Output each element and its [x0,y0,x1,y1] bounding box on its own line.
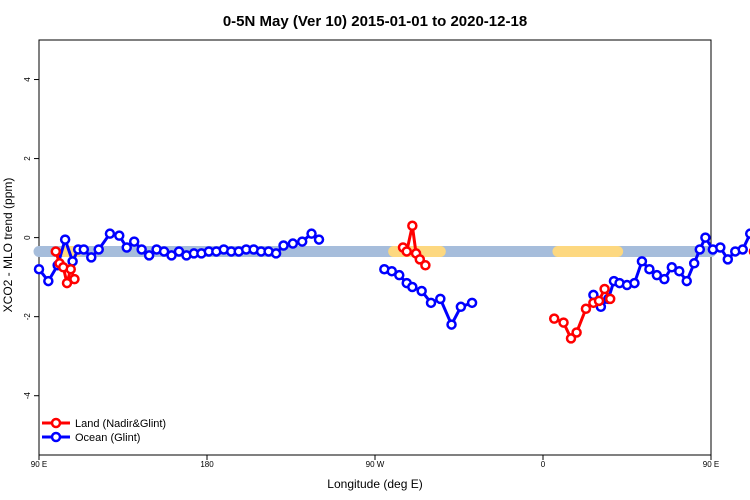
series-1-point-0-80 [659,273,670,285]
series-1-point-0-86 [700,232,711,243]
legend-land-label: Land (Nadir&Glint) [75,418,166,430]
series-1-point-0-36 [313,234,325,245]
series-1-point-0-55 [466,297,478,309]
series-1-point-0-32 [278,240,289,251]
legend-item-land: Land (Nadir&Glint) [42,417,166,430]
series-1-point-0-84 [688,258,700,269]
legend-ocean-label: Ocean (Glint) [75,432,140,444]
legend: Land (Nadir&Glint) Ocean (Glint) [42,417,166,444]
series-1-point-0-11 [121,242,132,253]
series-0-point-2-7 [599,283,610,295]
legend-land-marker [50,417,62,429]
series-1-point-0-51 [425,297,437,309]
series-0-point-0-4 [65,263,76,275]
series-0-line-2-0 [553,287,612,340]
series-0-point-2-6 [593,295,605,307]
series-1-point-0-50 [416,285,427,297]
series-0-point-0-0 [50,246,62,257]
series-1-point-0-9 [104,228,116,239]
series-1-point-0-85 [694,244,706,255]
series-1-point-0-8 [93,244,104,255]
series-1-point-0-7 [86,252,97,263]
series-1-point-0-6 [78,244,90,255]
x-tick-label-2: 90 W [366,460,385,469]
x-tick-label-4: 90 E [703,460,719,469]
series-1-point-0-49 [407,281,418,293]
series-1-point-0-47 [394,269,405,281]
series-1-point-0-0 [33,263,45,275]
series-1-point-0-92 [744,228,750,239]
series-layer [33,220,750,344]
series-1-point-0-3 [59,234,71,245]
y-tick-label-3: 2 [23,156,32,161]
series-1-point-0-35 [306,228,317,239]
series-1-point-0-81 [666,262,678,273]
y-axis-label: XCO2 - MLO trend (ppm) [1,178,15,313]
series-0-point-1-1 [401,246,412,257]
series-1-point-0-46 [386,265,398,277]
series-1-point-0-34 [296,236,308,247]
series-0-point-1-2 [407,220,418,232]
series-0-point-2-1 [558,317,569,328]
y-tick-label-1: -2 [23,313,32,321]
series-1-point-0-54 [455,301,467,313]
y-tick-label-0: -4 [23,392,32,400]
series-0-point-0-5 [69,273,80,285]
y-axis: -4 -2 0 2 4 [23,77,39,400]
series-1-point-0-13 [136,244,147,255]
y-tick-label-4: 4 [23,77,32,82]
series-0-point-1-4 [414,254,426,265]
series-1-point-0-76 [629,277,640,289]
chart-title: 0-5N May (Ver 10) 2015-01-01 to 2020-12-… [223,13,527,30]
series-1-point-0-91 [737,244,748,255]
x-axis-label: Longitude (deg E) [327,477,422,491]
series-1-point-0-10 [114,230,125,241]
series-1-point-0-16 [158,246,170,257]
series-0-point-1-5 [420,260,431,271]
series-1-point-0-88 [715,242,726,253]
series-1-point-0-1 [43,275,54,287]
series-0-point-2-8 [604,293,616,305]
x-tick-label-3: 0 [541,460,546,469]
series-1-point-0-78 [644,263,655,275]
legend-item-ocean: Ocean (Glint) [42,431,140,444]
series-1-point-0-77 [636,256,648,267]
series-1-point-0-79 [651,269,663,281]
legend-ocean-marker [50,431,62,443]
series-0-point-2-0 [548,313,560,324]
series-1-point-0-89 [722,254,734,265]
series-1-point-0-83 [681,275,692,287]
series-1-point-0-14 [143,250,155,261]
x-tick-label-0: 90 E [31,460,47,469]
series-1-point-0-52 [435,293,446,305]
series-0-point-2-2 [565,333,577,344]
series-0-point-2-4 [580,303,592,315]
series-1-point-0-31 [270,248,282,259]
series-1-point-0-17 [166,250,177,261]
series-1-point-0-53 [446,319,457,330]
series-1-point-0-18 [173,246,185,257]
y-tick-label-2: 0 [23,235,32,240]
series-0-point-0-3 [61,277,73,289]
series-1-point-0-82 [674,265,685,277]
x-tick-label-1: 180 [200,460,214,469]
series-0-point-2-3 [571,327,582,338]
series-1-point-0-33 [287,238,299,249]
series-1-point-0-12 [128,236,140,247]
